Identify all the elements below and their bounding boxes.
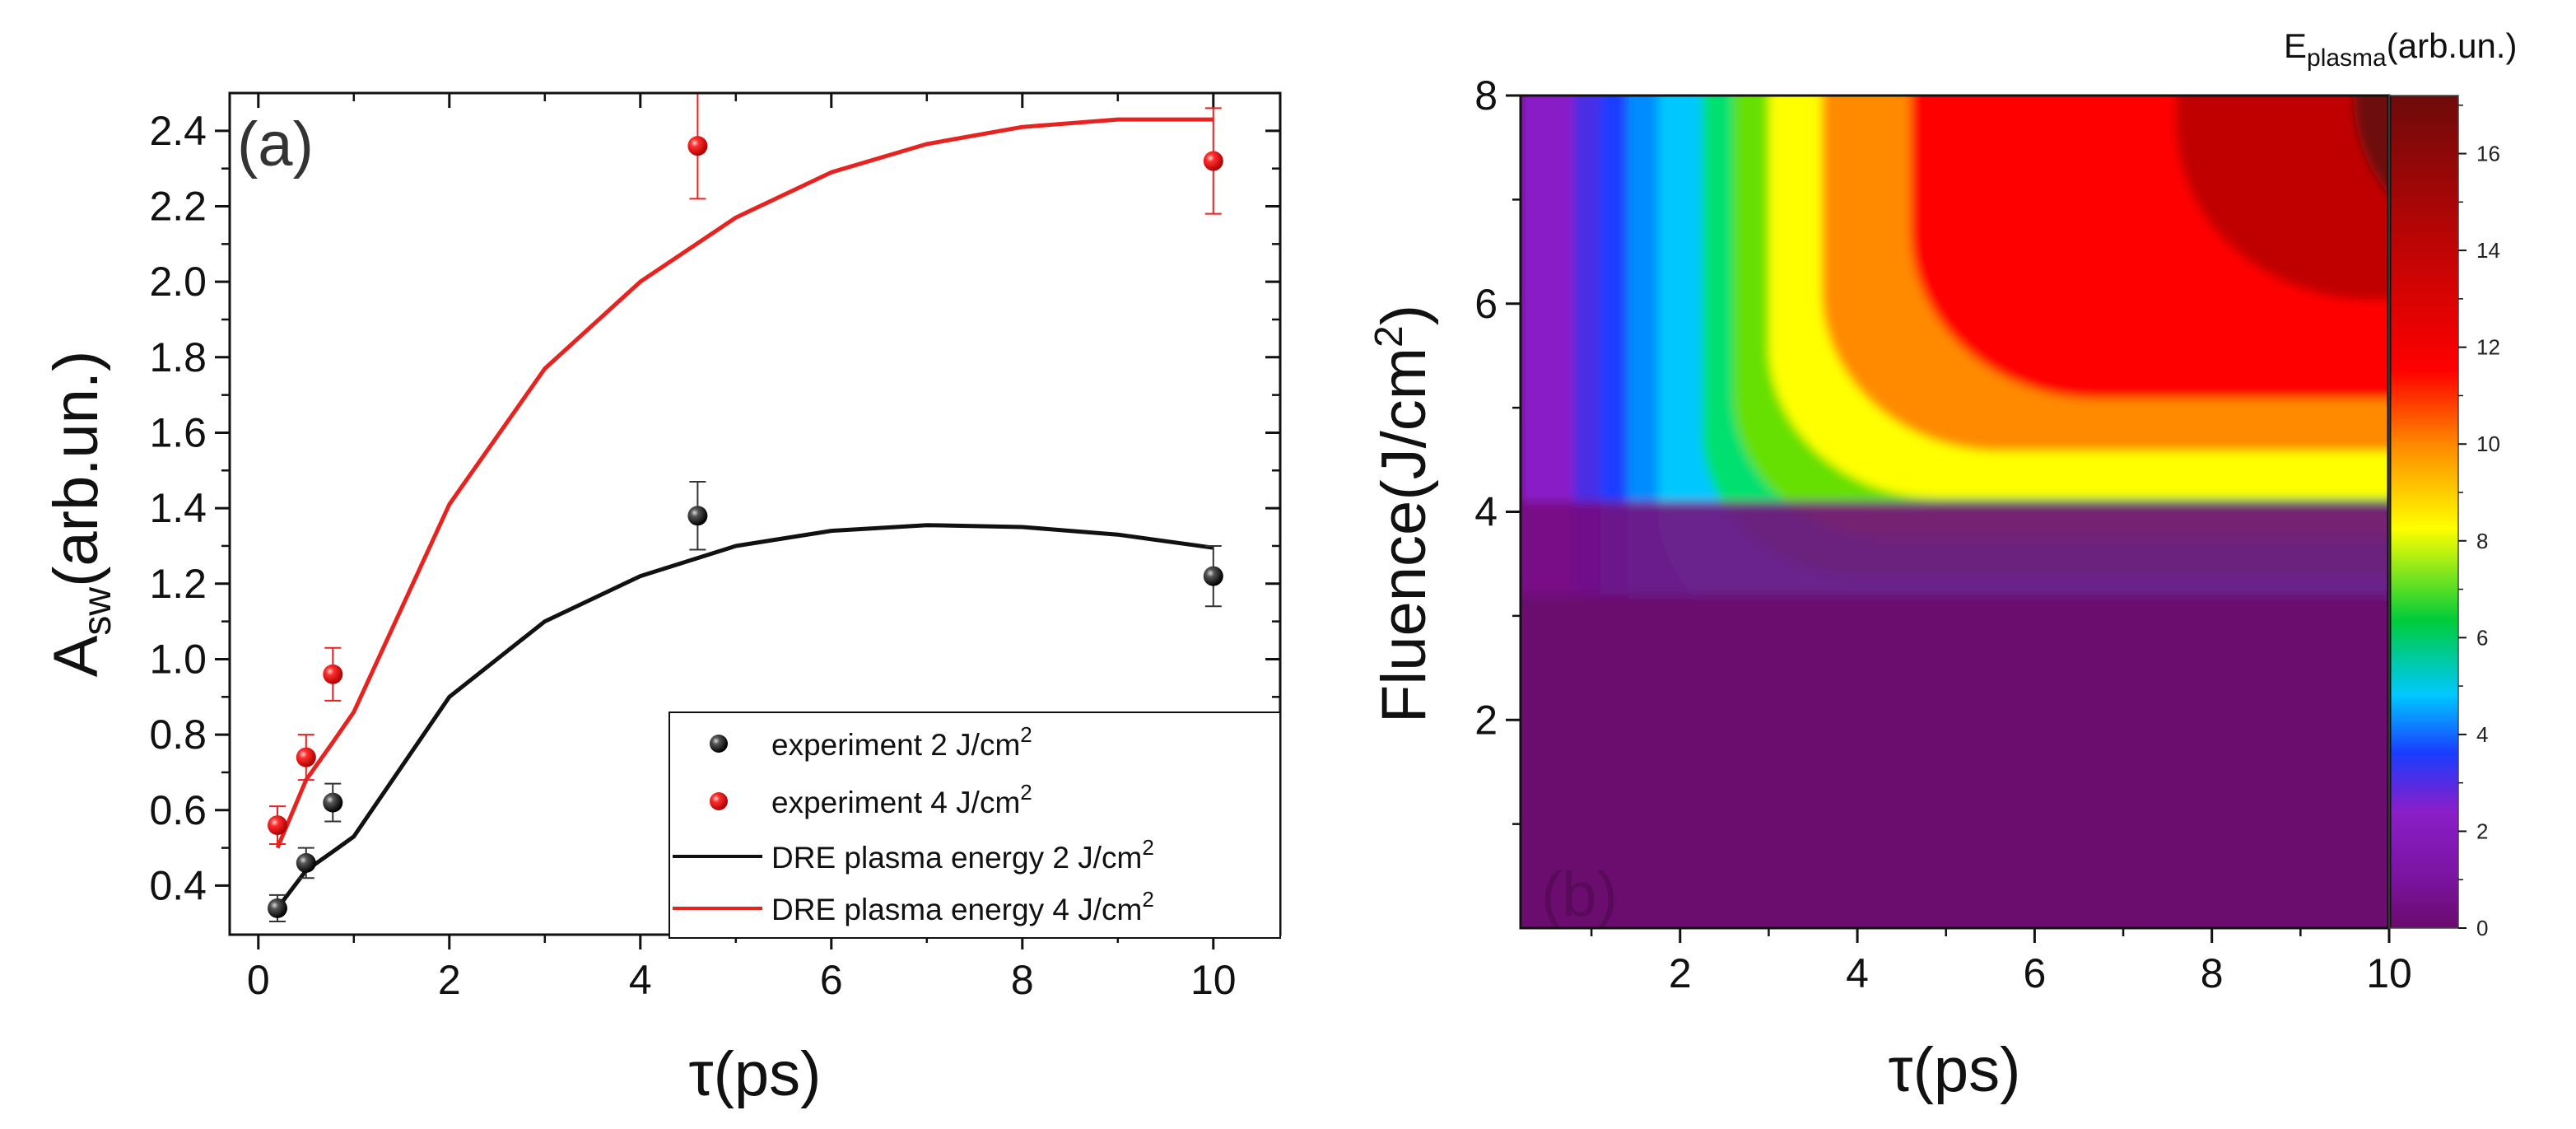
colorbar-tick-label: 8 [2476, 529, 2488, 553]
a-y-tick-label: 1.2 [149, 561, 207, 607]
panel-a: 0 2 4 6 8 10 0.4 0.6 0.8 1.0 1.2 1.4 1.6 1.8 2.0 2.2 2.4… [41, 91, 1282, 1109]
data-point-series-2 [268, 815, 287, 836]
dre-line-series-1 [276, 523, 1214, 910]
panel-a-x-axis-title: τ(ps) [689, 1039, 822, 1109]
heatmap-band-12 [2176, 96, 2389, 301]
panel-a-legend: experiment 2 J/cm2 experiment 4 J/cm2 DR… [668, 711, 1281, 939]
b-x-tick-label: 4 [1846, 950, 1869, 996]
colorbar-tick-label: 12 [2476, 335, 2500, 360]
a-x-tick-label: 2 [438, 957, 461, 1003]
panel-a-ticks: 0 2 4 6 8 10 0.4 0.6 0.8 1.0 1.2 1.4 1.6 1.8 2.0 2.2 2.4 [149, 93, 1280, 1003]
heatmap-band-13 [2354, 96, 2389, 195]
panel-b-heatmap: (b) [1521, 96, 2389, 930]
legend-label-dre-4: DRE plasma energy 4 J/cm2 [771, 887, 1154, 926]
a-y-tick-label: 1.6 [149, 409, 207, 455]
colorbar-ticks: 0 2 4 6 8 10 12 14 16 [2458, 105, 2500, 940]
colorbar-tick-label: 2 [2476, 819, 2488, 843]
heatmap-low-region [1521, 595, 2389, 928]
legend-marker-exp-2 [710, 735, 728, 753]
colorbar-tick-label: 6 [2476, 625, 2488, 650]
a-x-tick-label: 6 [820, 957, 843, 1003]
data-point-series-1 [296, 852, 316, 873]
a-y-tick-label: 1.0 [149, 636, 207, 682]
b-y-tick-label: 8 [1474, 72, 1498, 119]
panel-a-model-lines [275, 117, 1214, 910]
a-y-tick-label: 2.4 [149, 108, 207, 154]
a-x-tick-label: 0 [247, 957, 270, 1003]
panel-a-y-axis-title: Asw(arb.un.) [41, 351, 119, 678]
legend-label-exp-2: experiment 2 J/cm2 [771, 722, 1032, 762]
a-y-tick-label: 2.2 [149, 183, 207, 229]
a-x-tick-label: 4 [629, 957, 652, 1003]
a-y-tick-label: 2.0 [149, 259, 207, 305]
colorbar-tick-label: 0 [2476, 916, 2488, 940]
colorbar-gradient [2389, 96, 2458, 928]
colorbar: 0 2 4 6 8 10 12 14 16 Eplasma(arb.un.) [2284, 26, 2517, 940]
colorbar-tick-label: 16 [2476, 142, 2500, 166]
colorbar-tick-label: 14 [2476, 238, 2500, 263]
a-y-tick-label: 0.8 [149, 711, 207, 758]
legend-marker-exp-4 [710, 792, 728, 810]
b-y-tick-label: 4 [1474, 489, 1498, 535]
colorbar-title: Eplasma(arb.un.) [2284, 26, 2517, 72]
panel-a-experiment-points [268, 92, 1223, 922]
b-x-tick-label: 6 [2023, 950, 2046, 996]
data-point-series-1 [268, 898, 287, 918]
panel-b-x-axis-title: τ(ps) [1889, 1035, 2021, 1105]
data-point-series-2 [323, 664, 343, 684]
a-x-tick-label: 8 [1011, 957, 1034, 1003]
data-point-series-1 [323, 792, 343, 813]
data-point-series-1 [1203, 566, 1223, 586]
legend-label-dre-2: DRE plasma energy 2 J/cm2 [771, 835, 1154, 875]
heatmap-transition-region [1521, 501, 2389, 595]
b-x-tick-label: 8 [2201, 950, 2224, 996]
b-y-tick-label: 6 [1474, 281, 1498, 327]
heatmap-bands [1521, 96, 2389, 928]
a-y-tick-label: 1.8 [149, 334, 207, 380]
panel-b-label: (b) [1541, 860, 1618, 930]
b-x-tick-label: 10 [2366, 950, 2412, 996]
legend-label-exp-4: experiment 4 J/cm2 [771, 780, 1032, 819]
data-point-series-2 [1203, 151, 1223, 171]
a-y-tick-label: 0.4 [149, 862, 207, 908]
panel-b-ticks: 2 4 6 8 10 2 4 6 8 [1474, 72, 2412, 996]
data-point-series-2 [687, 136, 708, 156]
a-y-tick-label: 0.6 [149, 787, 207, 833]
legend-box [668, 711, 1281, 939]
b-x-tick-label: 2 [1669, 950, 1692, 996]
colorbar-frame [2388, 95, 2459, 929]
panel-a-label: (a) [237, 110, 314, 180]
panel-b-y-axis-title: Fluence(J/cm2) [1367, 305, 1439, 723]
a-x-tick-label: 10 [1190, 957, 1237, 1003]
a-y-tick-label: 1.4 [149, 485, 207, 531]
data-point-series-1 [687, 506, 708, 526]
dre-line-series-2 [275, 117, 1213, 849]
colorbar-tick-label: 10 [2476, 432, 2500, 456]
panel-b: (b) 2 4 6 8 10 2 4 6 8 0 2 4 6 8 10 12 14 16 Eplasma(arb… [1367, 26, 2517, 1105]
data-point-series-2 [296, 747, 316, 767]
colorbar-tick-label: 4 [2476, 722, 2488, 747]
b-y-tick-label: 2 [1474, 697, 1498, 743]
